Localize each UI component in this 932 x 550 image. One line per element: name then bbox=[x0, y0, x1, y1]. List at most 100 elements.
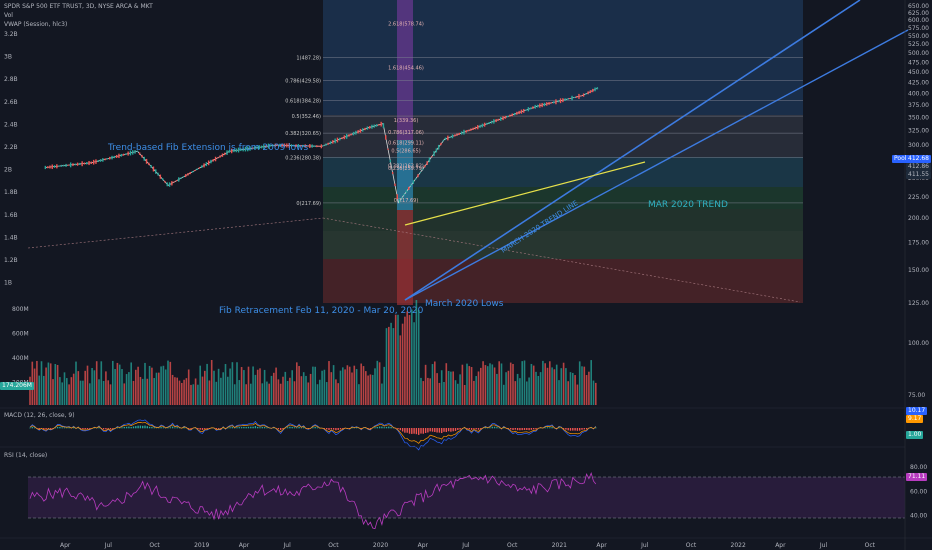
volume-bar bbox=[61, 382, 63, 405]
macd-bar bbox=[298, 426, 300, 429]
macd-bar bbox=[332, 428, 335, 430]
trend-channel-line[interactable] bbox=[404, 29, 909, 301]
candle bbox=[95, 159, 97, 164]
macd-bar bbox=[142, 425, 144, 429]
volume-bar bbox=[43, 375, 45, 405]
macd-bar bbox=[132, 426, 135, 429]
volume-bar bbox=[434, 361, 436, 405]
march-2020-trendline[interactable] bbox=[404, 0, 861, 301]
candle bbox=[589, 90, 592, 94]
candle bbox=[585, 93, 587, 95]
candle bbox=[518, 110, 520, 115]
macd-bar bbox=[38, 428, 40, 429]
macd-bar bbox=[293, 427, 296, 429]
candle bbox=[371, 124, 373, 129]
macd-bar bbox=[312, 427, 314, 429]
volume-bar bbox=[210, 360, 213, 405]
candle bbox=[102, 158, 104, 162]
candle bbox=[217, 157, 219, 159]
candle bbox=[235, 148, 237, 153]
volume-bar bbox=[526, 381, 528, 405]
fib-retracement-note: Fib Retracement Feb 11, 2020 - Mar 20, 2… bbox=[219, 306, 424, 316]
volume-bar bbox=[335, 379, 337, 405]
price-label-badge: Pool bbox=[892, 155, 909, 163]
macd-bar bbox=[445, 428, 447, 433]
volume-bar bbox=[125, 374, 128, 405]
volume-bar bbox=[507, 370, 510, 405]
candle bbox=[520, 109, 523, 114]
volume-bar bbox=[275, 367, 277, 405]
rsi-axis-ticks: 80.00 60.00 40.00 bbox=[910, 464, 927, 520]
macd-bar bbox=[328, 428, 330, 430]
volume-bar bbox=[296, 362, 298, 405]
macd-bar bbox=[89, 428, 91, 429]
volume-bar bbox=[558, 380, 560, 405]
right-tick-label: 325.00 bbox=[908, 128, 929, 135]
macd-bar bbox=[473, 428, 475, 429]
candle bbox=[182, 176, 185, 178]
macd-bar bbox=[190, 428, 192, 429]
macd-bar bbox=[422, 428, 424, 434]
volume-bar bbox=[36, 360, 38, 405]
macd-bar bbox=[551, 427, 553, 429]
candle bbox=[472, 127, 474, 130]
volume-bar bbox=[109, 384, 112, 405]
volume-bar bbox=[394, 314, 397, 405]
macd-bar bbox=[250, 426, 252, 429]
candle bbox=[426, 161, 428, 165]
volume-bar bbox=[307, 382, 310, 405]
candle bbox=[437, 144, 440, 150]
macd-bar bbox=[429, 428, 431, 432]
volume-bar bbox=[399, 335, 402, 405]
fib-retracement-label: 0.5(286.65) bbox=[391, 148, 420, 154]
macd-bar bbox=[160, 427, 162, 429]
macd-bar bbox=[121, 427, 123, 429]
volume-bar bbox=[197, 384, 199, 405]
volume-bar bbox=[332, 365, 335, 405]
macd-bar bbox=[464, 427, 466, 429]
resistance-line[interactable] bbox=[404, 161, 646, 226]
candle bbox=[299, 144, 302, 147]
macd-bar bbox=[512, 428, 514, 431]
macd-bar bbox=[300, 427, 303, 429]
volume-bar bbox=[153, 378, 155, 405]
volume-bar bbox=[40, 361, 43, 405]
macd-bar bbox=[378, 426, 381, 429]
macd-bar bbox=[326, 428, 328, 430]
volume-bar bbox=[238, 380, 241, 405]
volume-bar bbox=[321, 370, 323, 405]
volume-bar bbox=[79, 380, 82, 405]
volume-bar bbox=[33, 368, 36, 405]
volume-bar bbox=[245, 384, 247, 405]
macd-bar bbox=[43, 428, 45, 430]
macd-bar bbox=[470, 428, 473, 430]
rsi-line bbox=[29, 472, 597, 530]
volume-bar bbox=[240, 367, 243, 405]
macd-bar bbox=[404, 428, 406, 433]
volume-bar bbox=[496, 373, 498, 405]
macd-bar bbox=[339, 428, 342, 430]
volume-bar bbox=[486, 366, 489, 405]
rsi-tick-label: 80.00 bbox=[910, 464, 927, 471]
volume-bar bbox=[353, 365, 356, 405]
candle bbox=[329, 141, 332, 145]
candle bbox=[44, 165, 47, 170]
macd-bar bbox=[199, 428, 201, 430]
macd-bar bbox=[351, 427, 353, 429]
candle bbox=[161, 178, 164, 181]
volume-bar bbox=[535, 371, 537, 405]
macd-bar bbox=[438, 428, 441, 433]
time-tick-label: 2022 bbox=[731, 542, 746, 549]
macd-bar bbox=[98, 427, 100, 429]
volume-bar bbox=[93, 370, 96, 405]
candle bbox=[562, 98, 564, 103]
vwap-upper-line bbox=[27, 217, 324, 249]
volume-bar bbox=[146, 378, 149, 405]
candle bbox=[244, 146, 247, 152]
candle bbox=[304, 144, 306, 148]
candle bbox=[516, 111, 518, 115]
macd-bar bbox=[514, 428, 516, 430]
volume-bar bbox=[84, 370, 86, 405]
